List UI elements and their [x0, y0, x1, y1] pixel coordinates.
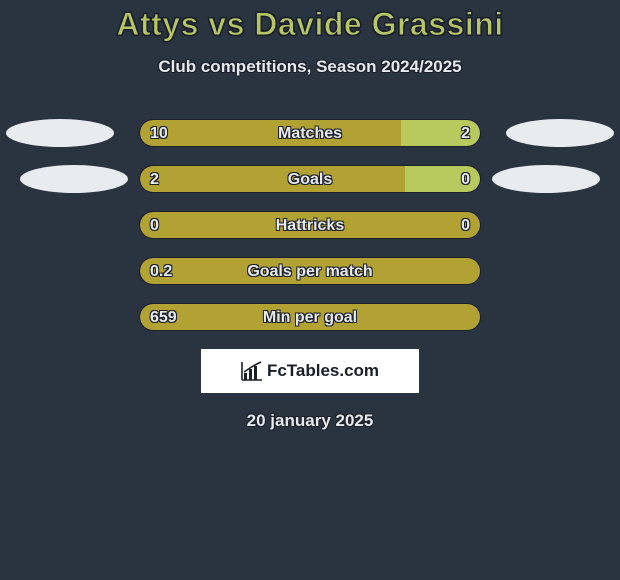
- stat-rows: 10Matches22Goals00Hattricks00.2Goals per…: [0, 119, 620, 331]
- stat-bar: 0.2Goals per match: [139, 257, 481, 285]
- stat-label: Matches: [140, 120, 480, 147]
- stat-bar: 659Min per goal: [139, 303, 481, 331]
- stat-bar: 0Hattricks0: [139, 211, 481, 239]
- stat-label: Hattricks: [140, 212, 480, 239]
- stat-label: Goals per match: [140, 258, 480, 285]
- stat-label: Min per goal: [140, 304, 480, 331]
- player-left-marker: [20, 165, 128, 193]
- stat-value-right: 2: [461, 120, 470, 147]
- barchart-icon: [241, 361, 263, 381]
- comparison-widget: Attys vs Davide Grassini Club competitio…: [0, 0, 620, 431]
- logo-box[interactable]: FcTables.com: [201, 349, 419, 393]
- stat-value-right: 0: [461, 212, 470, 239]
- player-right-marker: [492, 165, 600, 193]
- logo-text: FcTables.com: [267, 361, 379, 381]
- stat-bar: 10Matches2: [139, 119, 481, 147]
- date-label: 20 january 2025: [0, 411, 620, 431]
- stat-row: 10Matches2: [0, 119, 620, 147]
- stat-bar: 2Goals0: [139, 165, 481, 193]
- player-left-marker: [6, 119, 114, 147]
- stat-row: 0.2Goals per match: [0, 257, 620, 285]
- stat-row: 659Min per goal: [0, 303, 620, 331]
- stat-label: Goals: [140, 166, 480, 193]
- stat-row: 0Hattricks0: [0, 211, 620, 239]
- player-right-marker: [506, 119, 614, 147]
- stat-row: 2Goals0: [0, 165, 620, 193]
- subtitle: Club competitions, Season 2024/2025: [0, 57, 620, 77]
- stat-value-right: 0: [461, 166, 470, 193]
- page-title: Attys vs Davide Grassini: [0, 6, 620, 43]
